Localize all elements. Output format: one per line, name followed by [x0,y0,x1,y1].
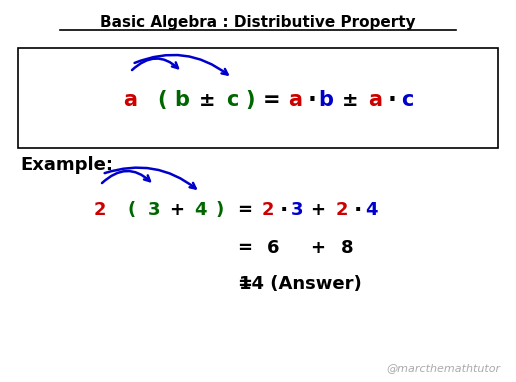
Text: a: a [368,90,382,110]
Text: 4: 4 [194,201,206,219]
Text: 6: 6 [267,239,279,257]
Text: ±: ± [342,91,358,110]
Text: b: b [174,90,189,110]
Text: (: ( [157,90,167,110]
Text: ·: · [308,88,316,112]
Text: 4: 4 [365,201,377,219]
Text: 2: 2 [336,201,348,219]
Text: @marcthemathtutor: @marcthemathtutor [386,363,500,373]
Text: 14 (Answer): 14 (Answer) [238,275,361,293]
Text: 2: 2 [262,201,274,219]
Text: +: + [311,239,326,257]
Text: a: a [288,90,302,110]
FancyBboxPatch shape [18,48,498,148]
Text: ±: ± [199,91,215,110]
Text: 2: 2 [94,201,106,219]
Text: 3: 3 [291,201,303,219]
Text: ): ) [216,201,224,219]
Text: b: b [318,90,333,110]
Text: (: ( [128,201,136,219]
Text: c: c [226,90,238,110]
Text: c: c [401,90,413,110]
Text: =: = [263,90,281,110]
Text: ·: · [354,200,362,220]
Text: ): ) [245,90,255,110]
Text: 3: 3 [148,201,160,219]
Text: +: + [169,201,185,219]
Text: Basic Algebra : Distributive Property: Basic Algebra : Distributive Property [100,15,416,29]
Text: =: = [237,239,252,257]
Text: +: + [311,201,326,219]
Text: =: = [237,201,252,219]
Text: ·: · [388,88,396,112]
Text: 8: 8 [341,239,353,257]
Text: =: = [237,275,252,293]
Text: a: a [123,90,137,110]
Text: ·: · [280,200,288,220]
Text: Example:: Example: [20,156,113,174]
